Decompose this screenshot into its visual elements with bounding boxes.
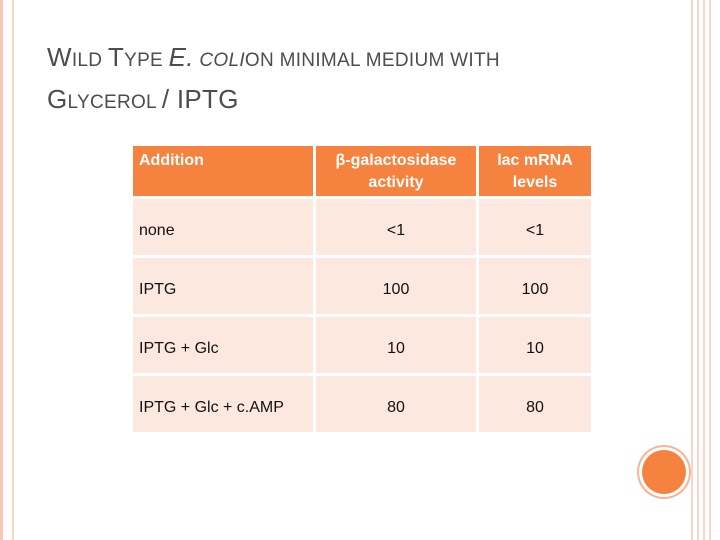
cell-addition: IPTG + Glc + c.AMP (133, 376, 316, 432)
decorative-circle (642, 450, 686, 494)
cell-activity: 80 (316, 376, 479, 432)
header-lac-mrna-levels: lac mRNA levels (479, 146, 591, 196)
left-border-stripe (0, 0, 10, 540)
cell-addition: none (133, 199, 316, 255)
right-border-line (691, 0, 693, 540)
table-header-row: Addition β-galactosidase activity lac mR… (133, 146, 591, 196)
cell-activity: 100 (316, 258, 479, 314)
table-row: IPTG + Glc + c.AMP 80 80 (133, 376, 591, 432)
cell-mrna: 80 (479, 376, 591, 432)
table-row: IPTG 100 100 (133, 258, 591, 314)
header-galactosidase-activity: β-galactosidase activity (316, 146, 479, 196)
cell-addition: IPTG + Glc (133, 317, 316, 373)
cell-mrna: 10 (479, 317, 591, 373)
table-row: none <1 <1 (133, 199, 591, 255)
right-border-line (703, 0, 705, 540)
slide-title: WILD TYPE E. COLION MINIMAL MEDIUM WITH G… (47, 42, 500, 114)
header-addition: Addition (133, 146, 316, 196)
cell-activity: 10 (316, 317, 479, 373)
results-table: Addition β-galactosidase activity lac mR… (133, 143, 591, 435)
cell-activity: <1 (316, 199, 479, 255)
table-row: IPTG + Glc 10 10 (133, 317, 591, 373)
right-border-line (697, 0, 699, 540)
cell-mrna: <1 (479, 199, 591, 255)
cell-mrna: 100 (479, 258, 591, 314)
left-border-line (12, 0, 14, 540)
right-border-line (709, 0, 711, 540)
cell-addition: IPTG (133, 258, 316, 314)
